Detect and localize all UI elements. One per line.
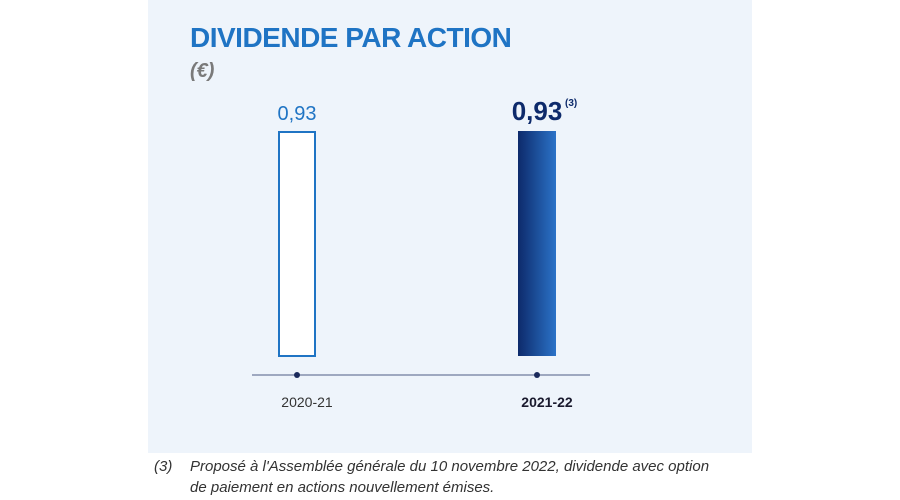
chart-unit: (€) — [190, 60, 215, 82]
value-label-2020-21: 0,93 — [278, 103, 317, 125]
footnote-text: Proposé à l'Assemblée générale du 10 nov… — [190, 458, 710, 496]
bar-2021-22 — [518, 131, 556, 356]
footnote-mark: (3) — [154, 458, 173, 475]
value-label-note: (3) — [565, 98, 577, 109]
value-label-2021-22: 0,93 — [512, 96, 563, 126]
chart-title: DIVIDENDE PAR ACTION — [190, 22, 512, 53]
category-label-2020-21: 2020-21 — [281, 394, 333, 410]
axis-tick-dot — [534, 372, 540, 378]
axis-tick-dot — [294, 372, 300, 378]
category-label-2021-22: 2021-22 — [521, 394, 573, 410]
bar-2020-21 — [278, 131, 316, 357]
chart-panel — [148, 0, 752, 453]
